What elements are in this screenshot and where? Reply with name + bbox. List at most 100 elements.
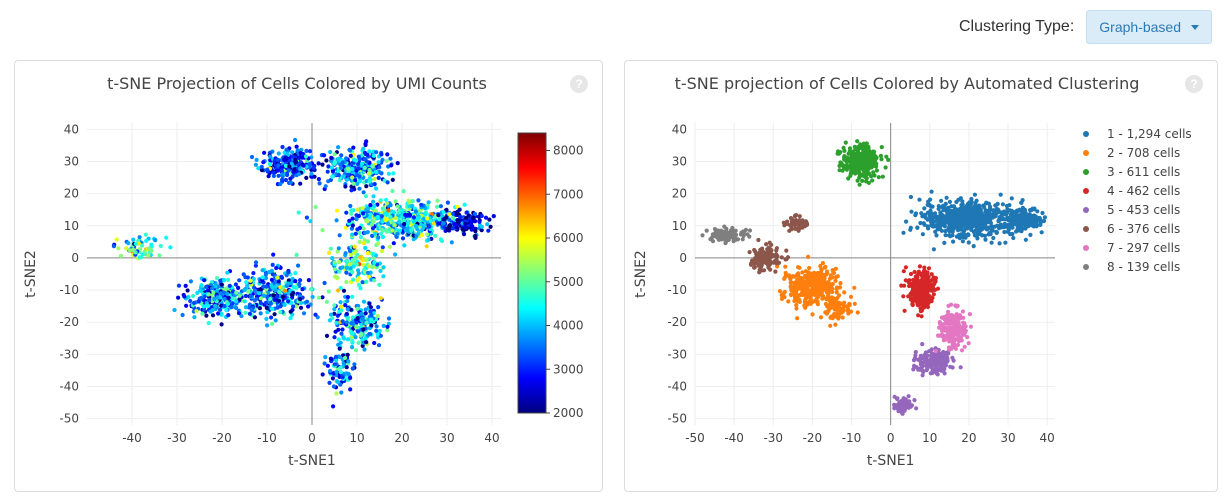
scatter-point (226, 313, 231, 318)
scatter-point (283, 155, 289, 160)
y-axis-label: t-SNE2 (633, 250, 649, 298)
scatter-point (1039, 230, 1044, 235)
scatter-point (284, 147, 289, 152)
scatter-point (919, 278, 924, 283)
scatter-point (249, 154, 255, 160)
scatter-point (853, 145, 858, 150)
scatter-point (265, 310, 270, 315)
scatter-point (1016, 219, 1021, 224)
scatter-point (965, 203, 970, 208)
scatter-point (364, 340, 369, 345)
scatter-point (218, 307, 223, 312)
scatter-point (328, 368, 333, 373)
scatter-point (198, 288, 203, 293)
scatter-point (271, 173, 276, 179)
scatter-point (807, 265, 812, 271)
scatter-point (191, 293, 196, 299)
scatter-point (899, 283, 904, 288)
scatter-point (995, 201, 1000, 206)
scatter-point (419, 232, 425, 238)
scatter-point (858, 151, 863, 157)
scatter-point (463, 215, 469, 221)
scatter-point (997, 241, 1002, 246)
scatter-point (294, 144, 299, 149)
scatter-point (363, 141, 368, 146)
scatter-point (838, 281, 843, 286)
scatter-point (447, 217, 452, 222)
scatter-point (1031, 207, 1037, 212)
scatter-point (947, 209, 952, 215)
help-icon[interactable]: ? (570, 75, 588, 93)
clustering-type-dropdown[interactable]: Graph-based (1086, 10, 1212, 44)
scatter-point (866, 156, 871, 161)
scatter-point (864, 179, 869, 184)
legend-label: 3 - 611 cells (1107, 165, 1180, 179)
scatter-point (955, 303, 960, 308)
x-tick-label: 30 (439, 431, 454, 445)
scatter-point (357, 179, 362, 184)
legend-label: 1 - 1,294 cells (1107, 127, 1192, 141)
scatter-point (267, 162, 272, 167)
scatter-point (336, 327, 341, 332)
scatter-point (337, 259, 342, 265)
scatter-point (372, 278, 377, 283)
scatter-point (364, 279, 369, 284)
scatter-point (338, 370, 343, 375)
scatter-point (922, 265, 927, 270)
scatter-point (1038, 222, 1043, 227)
help-icon[interactable]: ? (1185, 75, 1203, 93)
scatter-point (158, 243, 163, 249)
scatter-point (929, 272, 934, 277)
caret-down-icon (1191, 24, 1199, 30)
scatter-point (1034, 220, 1039, 225)
scatter-point (199, 295, 204, 301)
scatter-point (463, 225, 468, 230)
scatter-point (920, 296, 925, 302)
scatter-point (768, 259, 773, 264)
scatter-point (951, 239, 956, 244)
scatter-point (375, 214, 380, 220)
scatter-point (947, 199, 952, 204)
scatter-point (463, 221, 468, 226)
scatter-point (923, 350, 928, 355)
scatter-point (283, 163, 289, 168)
scatter-point (1023, 226, 1028, 231)
scatter-point (716, 237, 721, 242)
scatter-point (945, 309, 951, 314)
scatter-point (299, 147, 304, 152)
legend-label: 7 - 297 cells (1107, 241, 1180, 255)
scatter-point (914, 277, 920, 282)
scatter-point (856, 163, 861, 168)
scatter-point (967, 312, 972, 317)
scatter-point (779, 255, 784, 260)
scatter-point (922, 359, 927, 365)
scatter-point (927, 297, 932, 302)
scatter-point (291, 304, 296, 309)
scatter-point (355, 306, 360, 311)
scatter-point (983, 201, 989, 206)
scatter-point (257, 306, 262, 311)
scatter-point (358, 255, 363, 260)
scatter-point (902, 308, 907, 313)
scatter-point (337, 269, 342, 274)
scatter-point (848, 309, 854, 314)
scatter-point (344, 365, 349, 370)
scatter-point (479, 228, 484, 233)
scatter-point (937, 333, 942, 338)
scatter-point (966, 240, 971, 245)
scatter-point (364, 159, 369, 164)
x-tick-label: -40 (724, 431, 744, 445)
scatter-point (278, 304, 283, 309)
scatter-point (946, 303, 951, 308)
scatter-point (1035, 209, 1040, 214)
scatter-point (270, 262, 275, 267)
scatter-point (271, 170, 276, 175)
scatter-point (395, 231, 400, 236)
scatter-point (960, 202, 965, 207)
clustering-type-value: Graph-based (1099, 19, 1181, 35)
scatter-point (376, 241, 381, 246)
scatter-point (324, 333, 330, 338)
scatter-point (845, 308, 850, 313)
scatter-point (219, 322, 224, 327)
scatter-point (423, 212, 428, 217)
